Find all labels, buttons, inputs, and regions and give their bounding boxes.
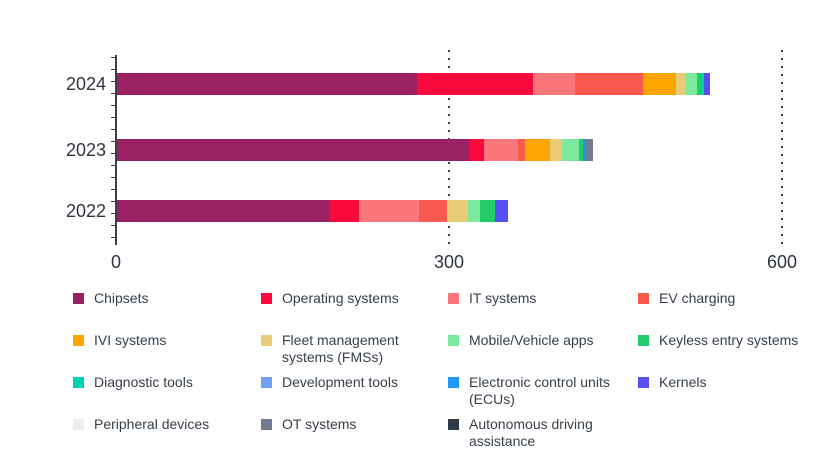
x-tick-label-600: 600 [766,252,798,272]
bar-2024 [117,73,710,95]
legend-label-mobile-vehicle-apps: Mobile/Vehicle apps [469,332,594,348]
gridline-600 [781,50,783,246]
y-tick-label-2024: 2024 [65,74,106,94]
bar-segment-ot-systems [585,139,594,161]
legend-swatch-kernels [638,377,649,388]
x-tick-label-0: 0 [110,252,122,272]
legend-swatch-it-systems [448,293,459,304]
legend-item-operating-systems: Operating systems [261,290,399,307]
legend-swatch-autonomous-driving-assistance [448,419,459,430]
legend-swatch-ot-systems [261,419,272,430]
legend-label-peripheral-devices: Peripheral devices [94,416,210,432]
legend-label-ev-charging: EV charging [659,290,736,306]
bar-segment-operating-systems [416,73,534,95]
legend-label-electronic-control-units-ecus: Electronic control units (ECUs) [469,374,610,407]
bar-segment-keyless-entry-systems [697,73,702,95]
bar-segment-ev-charging [575,73,644,95]
legend-swatch-ev-charging [638,293,649,304]
bar-segment-mobile-vehicle-apps [562,139,579,161]
bar-segment-keyless-entry-systems [578,139,584,161]
legend-item-autonomous-driving-assistance: Autonomous driving assistance [448,416,617,450]
legend-item-ev-charging: EV charging [638,290,735,307]
bar-segment-diagnostic-tools [701,73,705,95]
legend-swatch-diagnostic-tools [73,377,84,388]
bar-segment-fleet-management-systems-fmss [549,139,563,161]
legend-swatch-electronic-control-units-ecus [448,377,459,388]
legend-item-ivi-systems: IVI systems [73,332,166,349]
bar-segment-ev-charging [418,200,447,222]
legend-item-chipsets: Chipsets [73,290,148,307]
bar-segment-fleet-management-systems-fmss [676,73,687,95]
x-tick-label-300: 300 [433,252,465,272]
bar-2022 [117,200,508,222]
bar-segment-it-systems [533,73,576,95]
legend-label-development-tools: Development tools [282,374,398,390]
legend-label-operating-systems: Operating systems [282,290,399,306]
y-tick-label-2022: 2022 [65,201,106,221]
bar-segment-chipsets [117,73,417,95]
legend-label-kernels: Kernels [659,374,707,390]
bar-segment-fleet-management-systems-fmss [446,200,468,222]
legend-item-development-tools: Development tools [261,374,398,391]
y-axis-minor-ticks [111,57,115,239]
legend-label-chipsets: Chipsets [94,290,149,306]
bar-segment-kernels [495,200,508,222]
bar-segment-it-systems [358,200,419,222]
legend-label-ot-systems: OT systems [282,416,357,432]
bar-2023 [117,139,594,161]
y-tick-label-2023: 2023 [65,140,106,160]
legend-label-diagnostic-tools: Diagnostic tools [94,374,193,390]
bar-segment-mobile-vehicle-apps [686,73,698,95]
legend-swatch-ivi-systems [73,335,84,346]
legend-item-diagnostic-tools: Diagnostic tools [73,374,193,391]
legend-swatch-peripheral-devices [73,419,84,430]
bar-segment-chipsets [117,200,331,222]
legend-item-kernels: Kernels [638,374,706,391]
bar-segment-mobile-vehicle-apps [467,200,480,222]
bar-segment-ivi-systems [525,139,550,161]
legend-swatch-mobile-vehicle-apps [448,335,459,346]
bar-segment-kernels [704,73,710,95]
legend-item-ot-systems: OT systems [261,416,356,433]
legend-label-ivi-systems: IVI systems [94,332,167,348]
legend-swatch-development-tools [261,377,272,388]
legend-item-fleet-management-systems-fmss: Fleet management systems (FMSs) [261,332,430,366]
legend-label-it-systems: IT systems [469,290,537,306]
bar-segment-operating-systems [330,200,359,222]
legend-swatch-keyless-entry-systems [638,335,649,346]
legend-item-mobile-vehicle-apps: Mobile/Vehicle apps [448,332,594,349]
bar-segment-ev-charging [517,139,526,161]
legend-label-keyless-entry-systems: Keyless entry systems [659,332,799,348]
legend-item-it-systems: IT systems [448,290,536,307]
legend-label-autonomous-driving-assistance: Autonomous driving assistance [469,416,593,449]
bar-segment-chipsets [117,139,470,161]
bar-segment-keyless-entry-systems [479,200,496,222]
bar-segment-ivi-systems [643,73,677,95]
bar-segment-operating-systems [469,139,485,161]
legend-item-peripheral-devices: Peripheral devices [73,416,209,433]
bar-segment-electronic-control-units-ecus [583,139,586,161]
legend-swatch-operating-systems [261,293,272,304]
bar-segment-it-systems [484,139,518,161]
legend-swatch-chipsets [73,293,84,304]
legend-label-fleet-management-systems-fmss: Fleet management systems (FMSs) [282,332,399,365]
legend-item-keyless-entry-systems: Keyless entry systems [638,332,798,349]
y-axis-line [115,55,117,245]
legend-item-electronic-control-units-ecus: Electronic control units (ECUs) [448,374,617,408]
legend-swatch-fleet-management-systems-fmss [261,335,272,346]
